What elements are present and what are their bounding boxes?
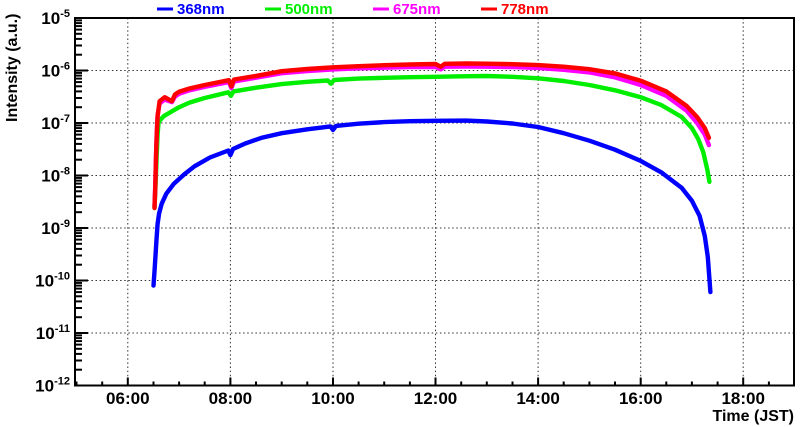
plot-frame bbox=[74, 17, 795, 387]
x-tick-label: 10:00 bbox=[311, 389, 354, 408]
x-tick-label: 14:00 bbox=[516, 389, 559, 408]
y-axis-title: Intensity (a.u.) bbox=[4, 14, 21, 122]
y-tick-label: 10-5 bbox=[41, 8, 70, 28]
x-axis-title: Time (JST) bbox=[713, 408, 795, 425]
y-tick-label: 10-12 bbox=[35, 376, 70, 396]
series-500nm bbox=[152, 73, 712, 211]
y-tick-label: 10-10 bbox=[35, 271, 70, 291]
x-tick-label: 12:00 bbox=[414, 389, 457, 408]
legend-label-500nm: 500nm bbox=[285, 1, 333, 18]
plot-render-root: 06:00 08:00 10:00 12:00 14:00 16:00 18:00 10-5 1… bbox=[35, 1, 795, 408]
x-tick-label: 16:00 bbox=[619, 389, 662, 408]
y-tick-label: 10-8 bbox=[41, 166, 70, 186]
legend-label-778nm: 778nm bbox=[501, 1, 549, 18]
y-tick-label: 10-11 bbox=[36, 323, 70, 343]
x-tick-label: 08:00 bbox=[209, 389, 252, 408]
y-tick-label: 10-9 bbox=[41, 218, 70, 238]
x-tick-label: 18:00 bbox=[721, 389, 764, 408]
tick-marks bbox=[75, 17, 770, 387]
legend-label-675nm: 675nm bbox=[393, 1, 441, 18]
legend: 368nm 500nm 675nm 778nm bbox=[157, 1, 549, 18]
data-series bbox=[151, 61, 713, 295]
y-tick-label: 10-6 bbox=[41, 61, 70, 81]
series-368nm bbox=[151, 118, 713, 295]
legend-label-368nm: 368nm bbox=[177, 1, 225, 18]
series-778nm bbox=[152, 61, 712, 211]
gridlines bbox=[75, 18, 794, 386]
y-tick-label: 10-7 bbox=[41, 113, 70, 133]
x-tick-label: 06:00 bbox=[106, 389, 149, 408]
series-675nm bbox=[152, 64, 712, 209]
